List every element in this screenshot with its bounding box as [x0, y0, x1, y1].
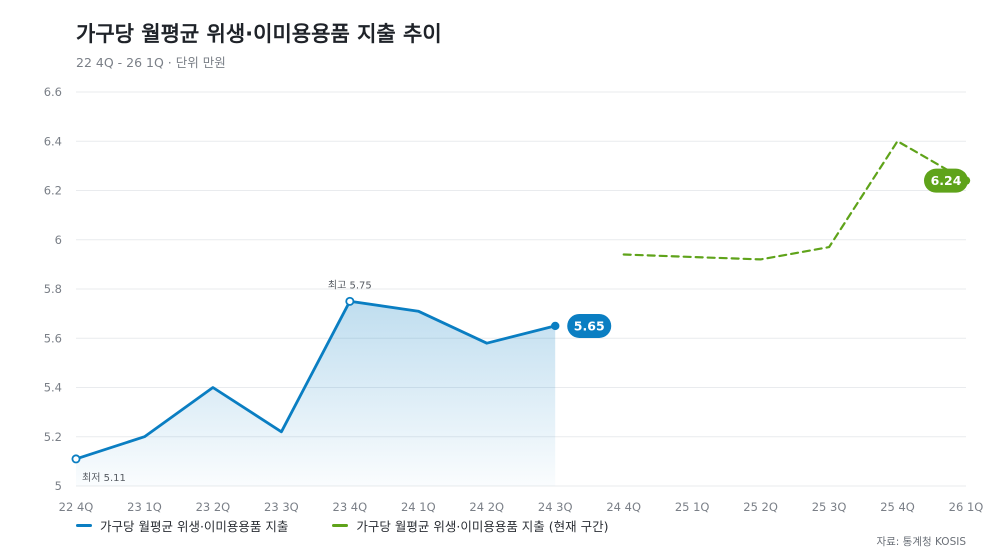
x-tick-label: 23 4Q — [333, 500, 368, 514]
x-tick-label: 26 1Q — [949, 500, 984, 514]
legend-item-series-2[interactable]: 가구당 월평균 위생·이미용용품 지출 (현재 구간) — [332, 516, 609, 535]
x-tick-label: 23 2Q — [196, 500, 231, 514]
x-tick-label: 24 3Q — [538, 500, 573, 514]
end-value-label: 5.65 — [574, 318, 605, 333]
x-tick-label: 25 3Q — [812, 500, 847, 514]
chart-title: 가구당 월평균 위생·이미용용품 지출 추이 — [76, 22, 442, 46]
x-tick-label: 25 2Q — [743, 500, 778, 514]
y-tick-label: 5.4 — [44, 381, 62, 395]
y-tick-label: 5.2 — [44, 430, 62, 444]
data-labels: 최고 5.75 최저 5.11 5.65 6.24 — [71, 168, 971, 484]
x-tick-label: 24 4Q — [606, 500, 641, 514]
extreme-label: 최고 5.75 — [328, 279, 372, 291]
extreme-point-marker — [345, 296, 355, 306]
end-point-marker — [551, 321, 560, 331]
x-tick-label: 23 3Q — [264, 500, 299, 514]
legend-swatch-green — [332, 524, 349, 527]
end-value-badge — [567, 313, 612, 338]
x-axis: 22 4Q 23 1Q 23 2Q 23 3Q 23 4Q 24 1Q 24 2Q 24 3Q… — [59, 500, 984, 514]
chart-subtitle: 22 4Q - 26 1Q · 단위 만원 — [76, 55, 226, 70]
series-line-2 — [622, 140, 968, 261]
y-tick-label: 6 — [55, 233, 62, 247]
y-tick-label: 5.6 — [44, 331, 62, 345]
legend-swatch-blue — [76, 524, 92, 527]
extreme-label: 최저 5.11 — [82, 472, 126, 484]
y-axis: 5 5.2 5.4 5.6 5.8 6 6.2 6.4 6.6 — [44, 85, 62, 493]
series-group — [74, 140, 968, 486]
extreme-point-marker — [71, 454, 81, 464]
x-tick-label: 22 4Q — [59, 500, 94, 514]
legend: 가구당 월평균 위생·이미용용품 지출 가구당 월평균 위생·이미용용품 지출 … — [76, 516, 609, 535]
series-line-1 — [74, 299, 557, 461]
y-tick-label: 6.4 — [44, 134, 62, 148]
x-tick-label: 24 2Q — [469, 500, 504, 514]
x-tick-label: 25 4Q — [880, 500, 915, 514]
legend-item-series-1[interactable]: 가구당 월평균 위생·이미용용품 지출 — [76, 516, 288, 535]
end-value-label: 6.24 — [931, 173, 962, 188]
y-tick-label: 5 — [55, 479, 62, 493]
legend-label-series-2: 가구당 월평균 위생·이미용용품 지출 (현재 구간) — [356, 519, 609, 534]
x-tick-label: 23 1Q — [127, 500, 162, 514]
end-value-badge — [924, 168, 968, 193]
x-tick-label: 25 1Q — [675, 500, 710, 514]
x-tick-label: 24 1Q — [401, 500, 436, 514]
y-tick-label: 6.2 — [44, 184, 62, 198]
y-tick-label: 5.8 — [44, 282, 62, 296]
source-note: 자료: 통계청 KOSIS — [876, 536, 966, 548]
y-tick-label: 6.6 — [44, 85, 62, 99]
series-area-1 — [76, 301, 556, 486]
legend-label-series-1: 가구당 월평균 위생·이미용용품 지출 — [100, 519, 289, 534]
